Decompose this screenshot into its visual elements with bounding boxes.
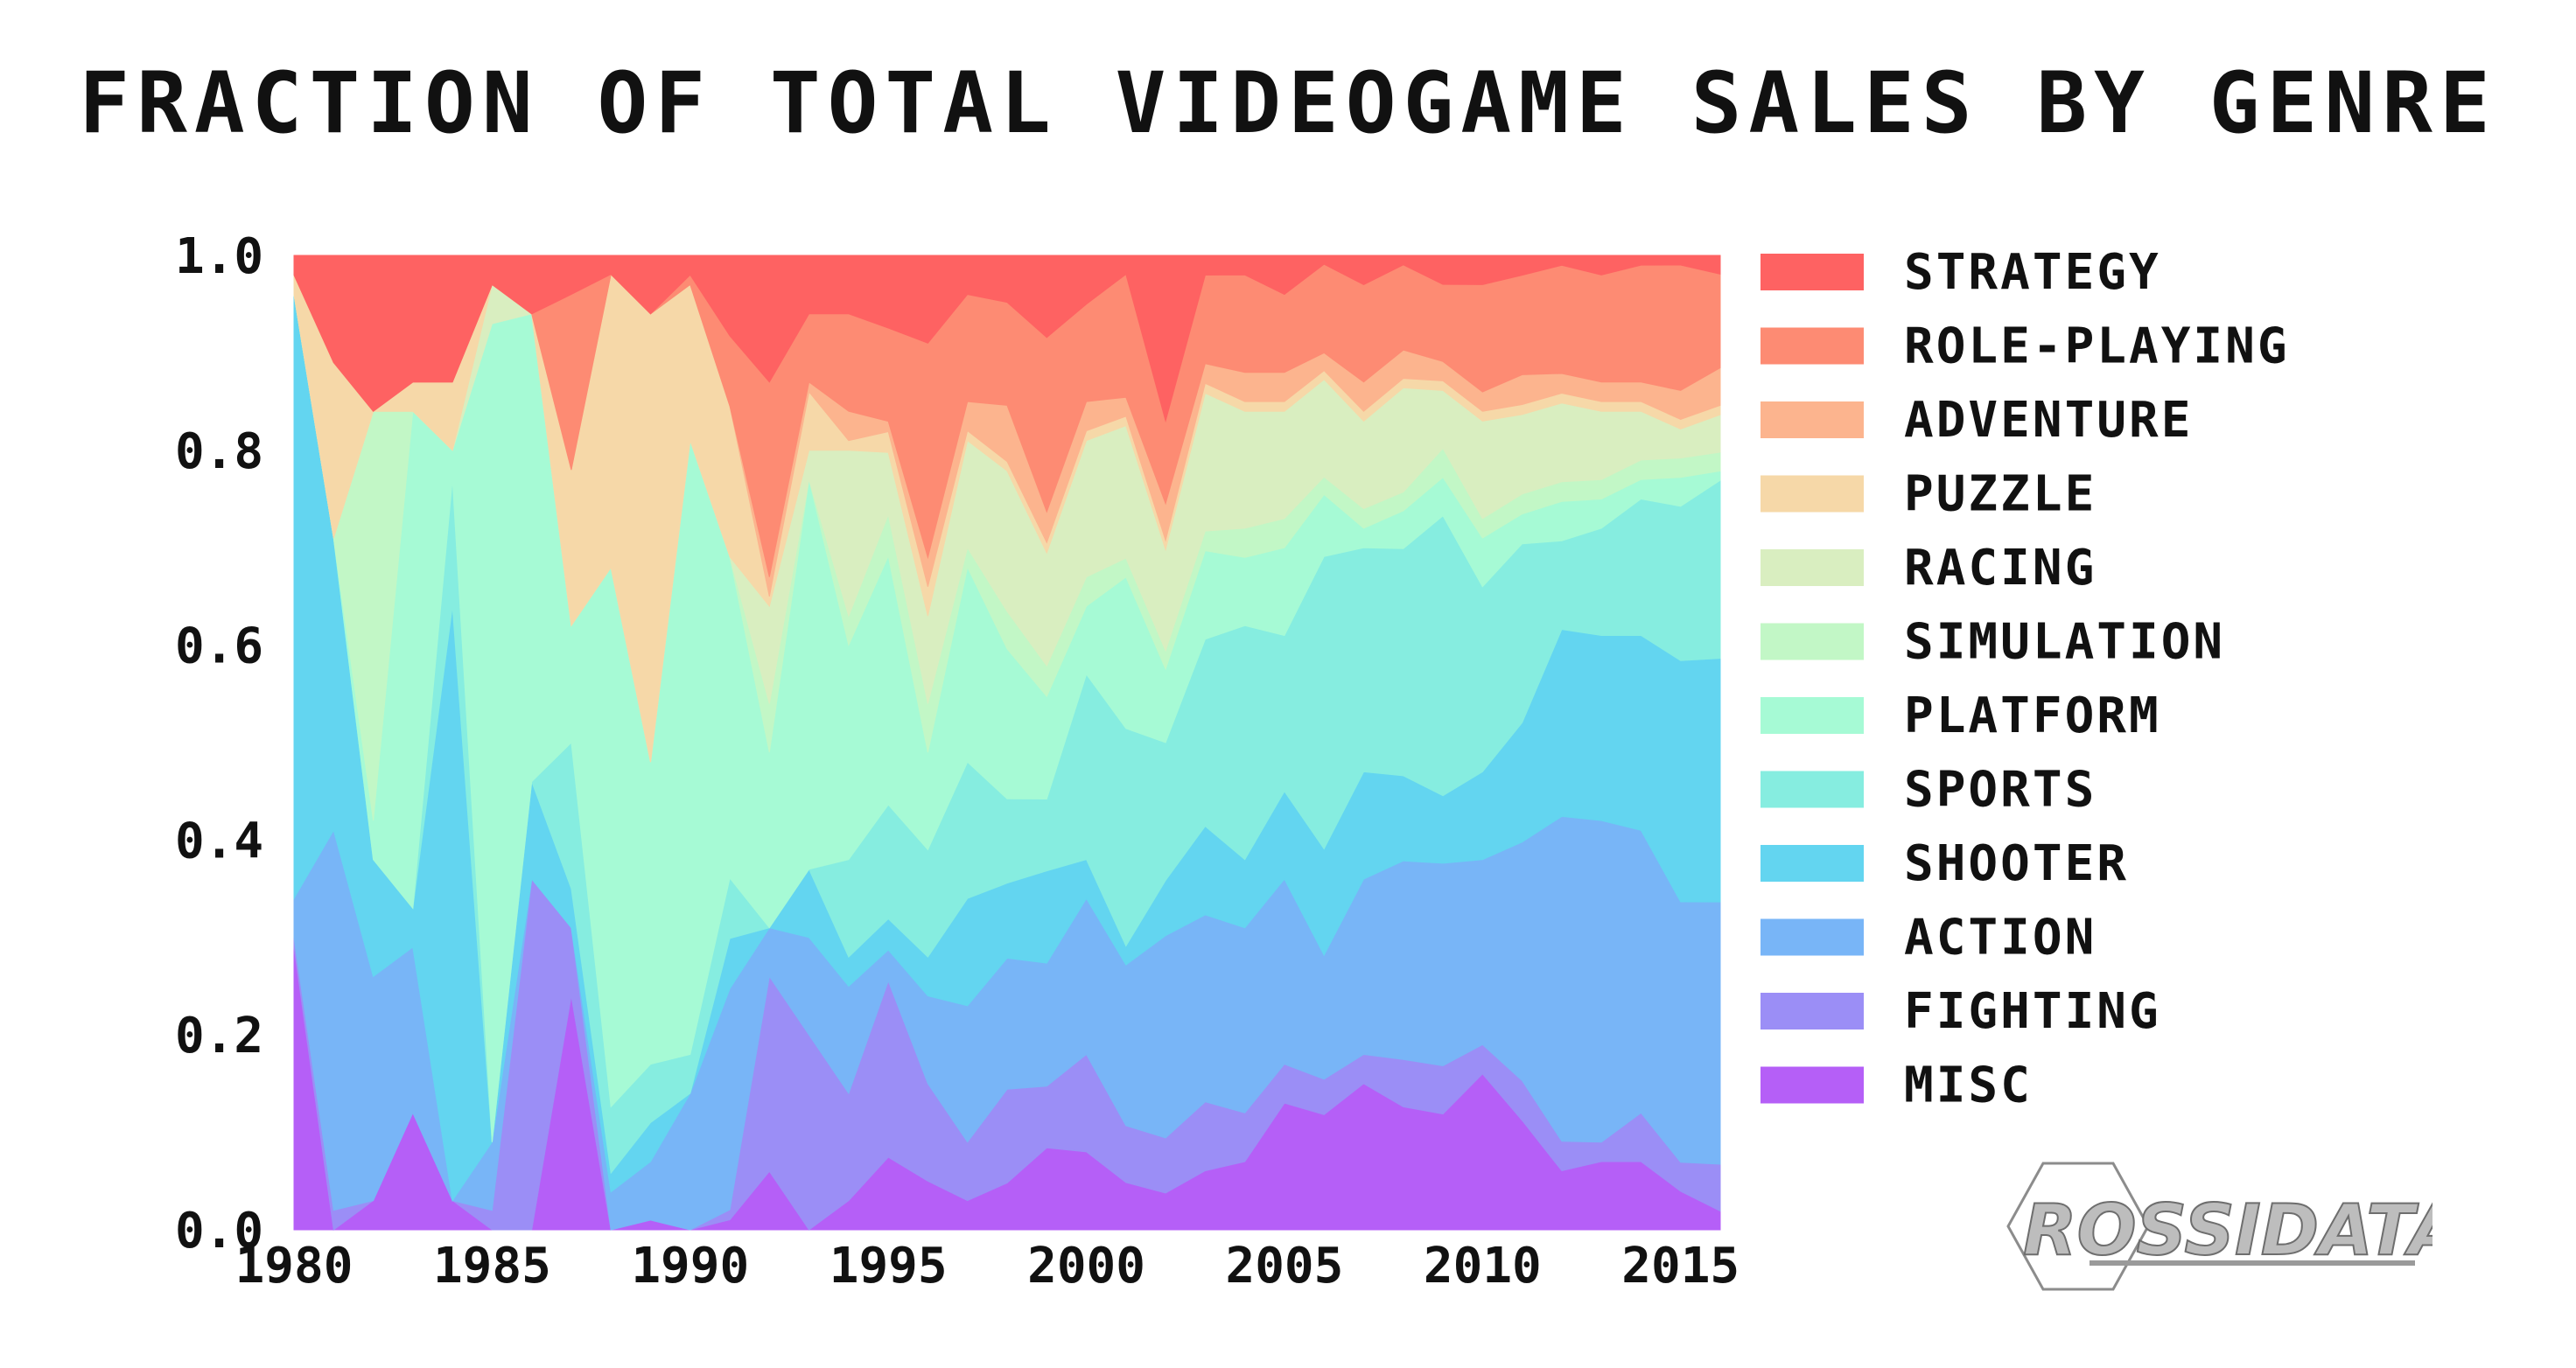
legend-label-shooter: SHOOTER xyxy=(1904,835,2129,892)
legend-swatch-fighting xyxy=(1760,993,1864,1029)
area-series-group xyxy=(293,255,1721,1231)
legend-swatch-racing xyxy=(1760,549,1864,586)
legend-label-misc: MISC xyxy=(1904,1057,2033,1114)
chart-title: FRACTION OF TOTAL VIDEOGAME SALES BY GEN… xyxy=(79,54,2497,152)
legend-label-role-playing: ROLE-PLAYING xyxy=(1904,318,2290,375)
legend-swatch-shooter xyxy=(1760,845,1864,882)
x-tick-label: 1995 xyxy=(830,1238,948,1295)
area-strategy xyxy=(293,255,1721,423)
legend-swatch-adventure xyxy=(1760,401,1864,438)
x-tick-label: 1980 xyxy=(235,1238,354,1295)
legend-label-adventure: ADVENTURE xyxy=(1904,392,2193,449)
y-axis-ticks: 0.0 0.2 0.4 0.6 0.8 1.0 xyxy=(175,228,263,1260)
y-tick-label: 0.0 xyxy=(175,1203,263,1260)
x-axis-ticks: 1980 1985 1990 1995 2000 2005 2010 2015 xyxy=(235,1238,1740,1295)
logo-text: ROSSIDATA xyxy=(2023,1190,2432,1271)
legend-label-puzzle: PUZZLE xyxy=(1904,466,2096,523)
legend-swatch-simulation xyxy=(1760,623,1864,660)
legend-swatch-platform xyxy=(1760,697,1864,734)
legend-swatch-puzzle xyxy=(1760,475,1864,513)
legend-swatch-misc xyxy=(1760,1066,1864,1104)
rossidata-logo: ROSSIDATA xyxy=(2006,1162,2432,1291)
x-tick-label: 2005 xyxy=(1226,1238,1344,1295)
legend-label-racing: RACING xyxy=(1904,540,2096,597)
y-tick-label: 0.2 xyxy=(175,1008,263,1064)
legend-swatch-sports xyxy=(1760,771,1864,808)
y-tick-label: 0.6 xyxy=(175,618,263,675)
legend-label-fighting: FIGHTING xyxy=(1904,983,2161,1040)
legend-swatch-strategy xyxy=(1760,254,1864,290)
legend-swatch-action xyxy=(1760,918,1864,956)
legend-swatch-role-playing xyxy=(1760,327,1864,365)
x-tick-label: 2010 xyxy=(1424,1238,1542,1295)
logo-hexagon-icon xyxy=(2006,1162,2150,1291)
legend-label-action: ACTION xyxy=(1904,910,2096,967)
x-tick-label: 2000 xyxy=(1027,1238,1145,1295)
x-tick-label: 1985 xyxy=(433,1238,551,1295)
legend-label-sports: SPORTS xyxy=(1904,762,2096,819)
y-tick-label: 0.8 xyxy=(175,423,263,480)
y-tick-label: 0.4 xyxy=(175,813,263,869)
legend-label-simulation: SIMULATION xyxy=(1904,614,2225,671)
legend-label-platform: PLATFORM xyxy=(1904,687,2161,744)
x-tick-label: 2015 xyxy=(1621,1238,1740,1295)
x-tick-label: 1990 xyxy=(631,1238,749,1295)
legend-label-strategy: STRATEGY xyxy=(1904,244,2161,301)
legend: STRATEGY ROLE-PLAYING ADVENTURE PUZZLE RACIN… xyxy=(1760,244,2290,1114)
y-tick-label: 1.0 xyxy=(175,228,263,285)
